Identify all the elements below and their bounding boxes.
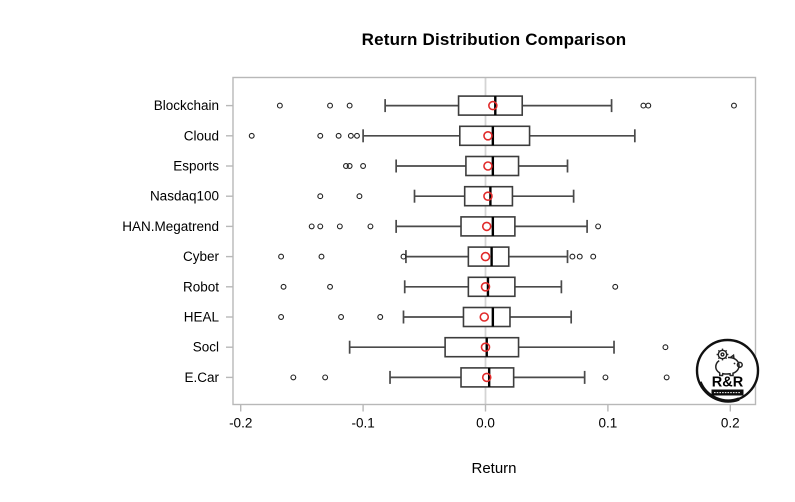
outlier-point (400, 253, 407, 260)
box-row-nasdaq100: Nasdaq100 (150, 185, 575, 207)
outlier-point (576, 253, 583, 260)
outlier-point (317, 193, 324, 200)
x-axis-label: Return (471, 460, 517, 477)
iqr-box (460, 367, 515, 388)
outlier-point (346, 163, 353, 169)
category-label: Robot (183, 279, 219, 294)
x-tick-label: 0.1 (599, 416, 618, 431)
mean-marker (481, 372, 492, 383)
iqr-box (467, 276, 516, 298)
mean-marker (480, 342, 491, 353)
category-label: Socl (193, 340, 219, 355)
iqr-box (467, 246, 510, 267)
outlier-point (640, 102, 647, 109)
category-label: Blockchain (154, 98, 219, 113)
box-row-heal: HEAL (184, 306, 573, 328)
outlier-point (290, 374, 297, 381)
iqr-box (458, 125, 531, 147)
box-row-han-megatrend: HAN.Megatrend (122, 216, 602, 237)
box-row-robot: Robot (183, 276, 619, 298)
mean-marker (480, 251, 491, 262)
outlier-point (318, 253, 325, 260)
category-label: Nasdaq100 (150, 189, 219, 204)
x-tick-label: 0.2 (721, 416, 740, 431)
outlier-point (663, 374, 670, 381)
outlier-point (356, 193, 363, 200)
outlier-point (612, 283, 619, 290)
outlier-point (354, 132, 360, 139)
outlier-point (731, 102, 737, 109)
gear-icon (716, 348, 729, 361)
iqr-box (457, 95, 524, 116)
mean-marker (479, 312, 490, 322)
category-label: HAN.Megatrend (122, 219, 219, 234)
outlier-point (317, 223, 324, 230)
outlier-point (602, 374, 609, 381)
mean-marker (488, 100, 498, 111)
outlier-point (360, 163, 367, 169)
outlier-point (343, 163, 349, 169)
mean-marker (480, 281, 491, 292)
rr-logo-badge: R&R (694, 337, 761, 404)
outlier-point (327, 283, 334, 290)
mean-marker (481, 221, 492, 232)
outlier-point (595, 223, 602, 230)
outlier-point (336, 223, 343, 230)
x-tick-label: 0.0 (476, 416, 495, 431)
box-row-e-car: E.Car (184, 367, 670, 388)
iqr-box (463, 185, 514, 207)
outlier-point (367, 223, 374, 230)
box-row-cloud: Cloud (184, 125, 636, 147)
outlier-point (278, 253, 285, 260)
category-label: E.Car (184, 370, 219, 385)
outlier-point (280, 283, 287, 290)
outlier-point (346, 102, 353, 109)
category-label: Cloud (184, 128, 219, 143)
plot-frame (232, 76, 757, 406)
x-tick-label: -0.1 (351, 416, 374, 431)
category-label: Esports (173, 159, 219, 174)
outlier-point (248, 132, 255, 139)
outlier-point (327, 102, 334, 109)
box-row-socl: Socl (193, 336, 669, 358)
outlier-point (308, 223, 315, 230)
iqr-box (460, 216, 516, 237)
box-row-esports: Esports (173, 155, 569, 177)
piggy-bank-gear-icon: R&R (695, 338, 760, 403)
outlier-point (338, 314, 345, 320)
outlier-point (317, 132, 324, 139)
outlier-point (377, 314, 384, 320)
x-tick-label: -0.2 (229, 416, 252, 431)
outlier-point (662, 344, 669, 351)
mean-marker (483, 161, 493, 171)
piggy-bank-icon (715, 353, 743, 377)
category-label: HEAL (184, 310, 220, 325)
outlier-point (645, 102, 652, 109)
box-row-cyber: Cyber (183, 246, 597, 267)
outlier-point (590, 253, 597, 260)
mean-marker (483, 191, 493, 201)
outlier-point (276, 102, 283, 109)
category-label: Cyber (183, 249, 220, 264)
outlier-point (347, 132, 354, 139)
outlier-point (322, 374, 329, 381)
logo-text: R&R (712, 375, 744, 391)
outlier-point (335, 132, 342, 139)
mean-marker (483, 131, 493, 141)
iqr-box (462, 306, 511, 328)
outlier-point (569, 253, 576, 260)
box-row-blockchain: Blockchain (154, 95, 737, 116)
outlier-point (278, 314, 285, 320)
chart-title: Return Distribution Comparison (361, 30, 627, 49)
